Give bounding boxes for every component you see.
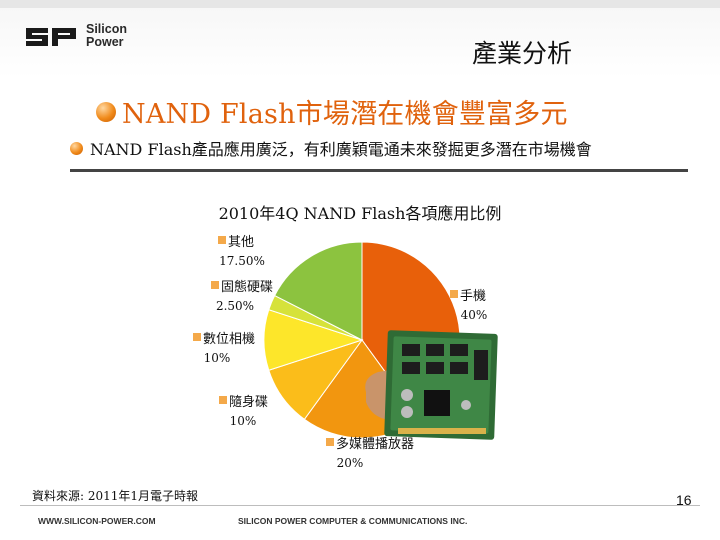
label-marker-4 [193, 333, 201, 341]
slice-value-2: 20% [337, 456, 364, 470]
footer-divider [20, 505, 700, 506]
slice-label-4: 數位相機 [203, 332, 255, 347]
subheadline-row: NAND Flash產品應用廣泛，有利廣穎電通未來發掘更多潛在市場機會 [70, 136, 592, 160]
subheadline: NAND Flash產品應用廣泛，有利廣穎電通未來發掘更多潛在市場機會 [90, 140, 592, 159]
top-bar [0, 0, 720, 8]
pie-slice-6 [274, 241, 363, 341]
footer-website: WWW.SILICON-POWER.COM [38, 516, 156, 526]
header-band [0, 8, 720, 78]
sp-logo-icon [26, 28, 76, 46]
section-title: 產業分析 [471, 39, 572, 68]
slice-label-1: 手機 [460, 289, 486, 304]
ssd-photo [365, 330, 498, 440]
label-marker-1 [450, 290, 458, 298]
headline: NAND Flash市場潛在機會豐富多元 [122, 99, 568, 130]
label-marker-5 [211, 281, 219, 289]
chart-title: 2010年4Q NAND Flash各項應用比例 [218, 204, 502, 223]
data-source-note: 資料來源: 2011年1月電子時報 [32, 489, 199, 503]
logo-line-2: Power [86, 35, 124, 49]
page-number: 16 [676, 492, 692, 508]
slice-value-3: 10% [230, 414, 257, 428]
divider [70, 169, 688, 172]
logo-wordmark: Silicon Power [86, 23, 127, 49]
slice-value-1: 40% [461, 308, 488, 322]
label-marker-6 [218, 236, 226, 244]
orange-bullet-icon [96, 101, 116, 122]
headline-row: NAND Flash市場潛在機會豐富多元 [96, 92, 568, 131]
slice-label-2: 多媒體播放器 [336, 436, 414, 452]
footer-company: SILICON POWER COMPUTER & COMMUNICATIONS … [238, 516, 468, 526]
slice-label-3: 隨身碟 [229, 394, 268, 410]
company-logo: Silicon Power [22, 20, 127, 52]
slice-value-4: 10% [204, 351, 231, 365]
slice-label-5: 固態硬碟 [221, 279, 273, 295]
slice-value-5: 2.50% [216, 299, 254, 313]
label-marker-2 [326, 438, 334, 446]
slice-label-6: 其他 [228, 235, 254, 250]
slice-value-6: 17.50% [219, 254, 265, 268]
orange-bullet-icon [70, 141, 83, 155]
logo-line-1: Silicon [86, 22, 127, 36]
label-marker-3 [219, 396, 227, 404]
